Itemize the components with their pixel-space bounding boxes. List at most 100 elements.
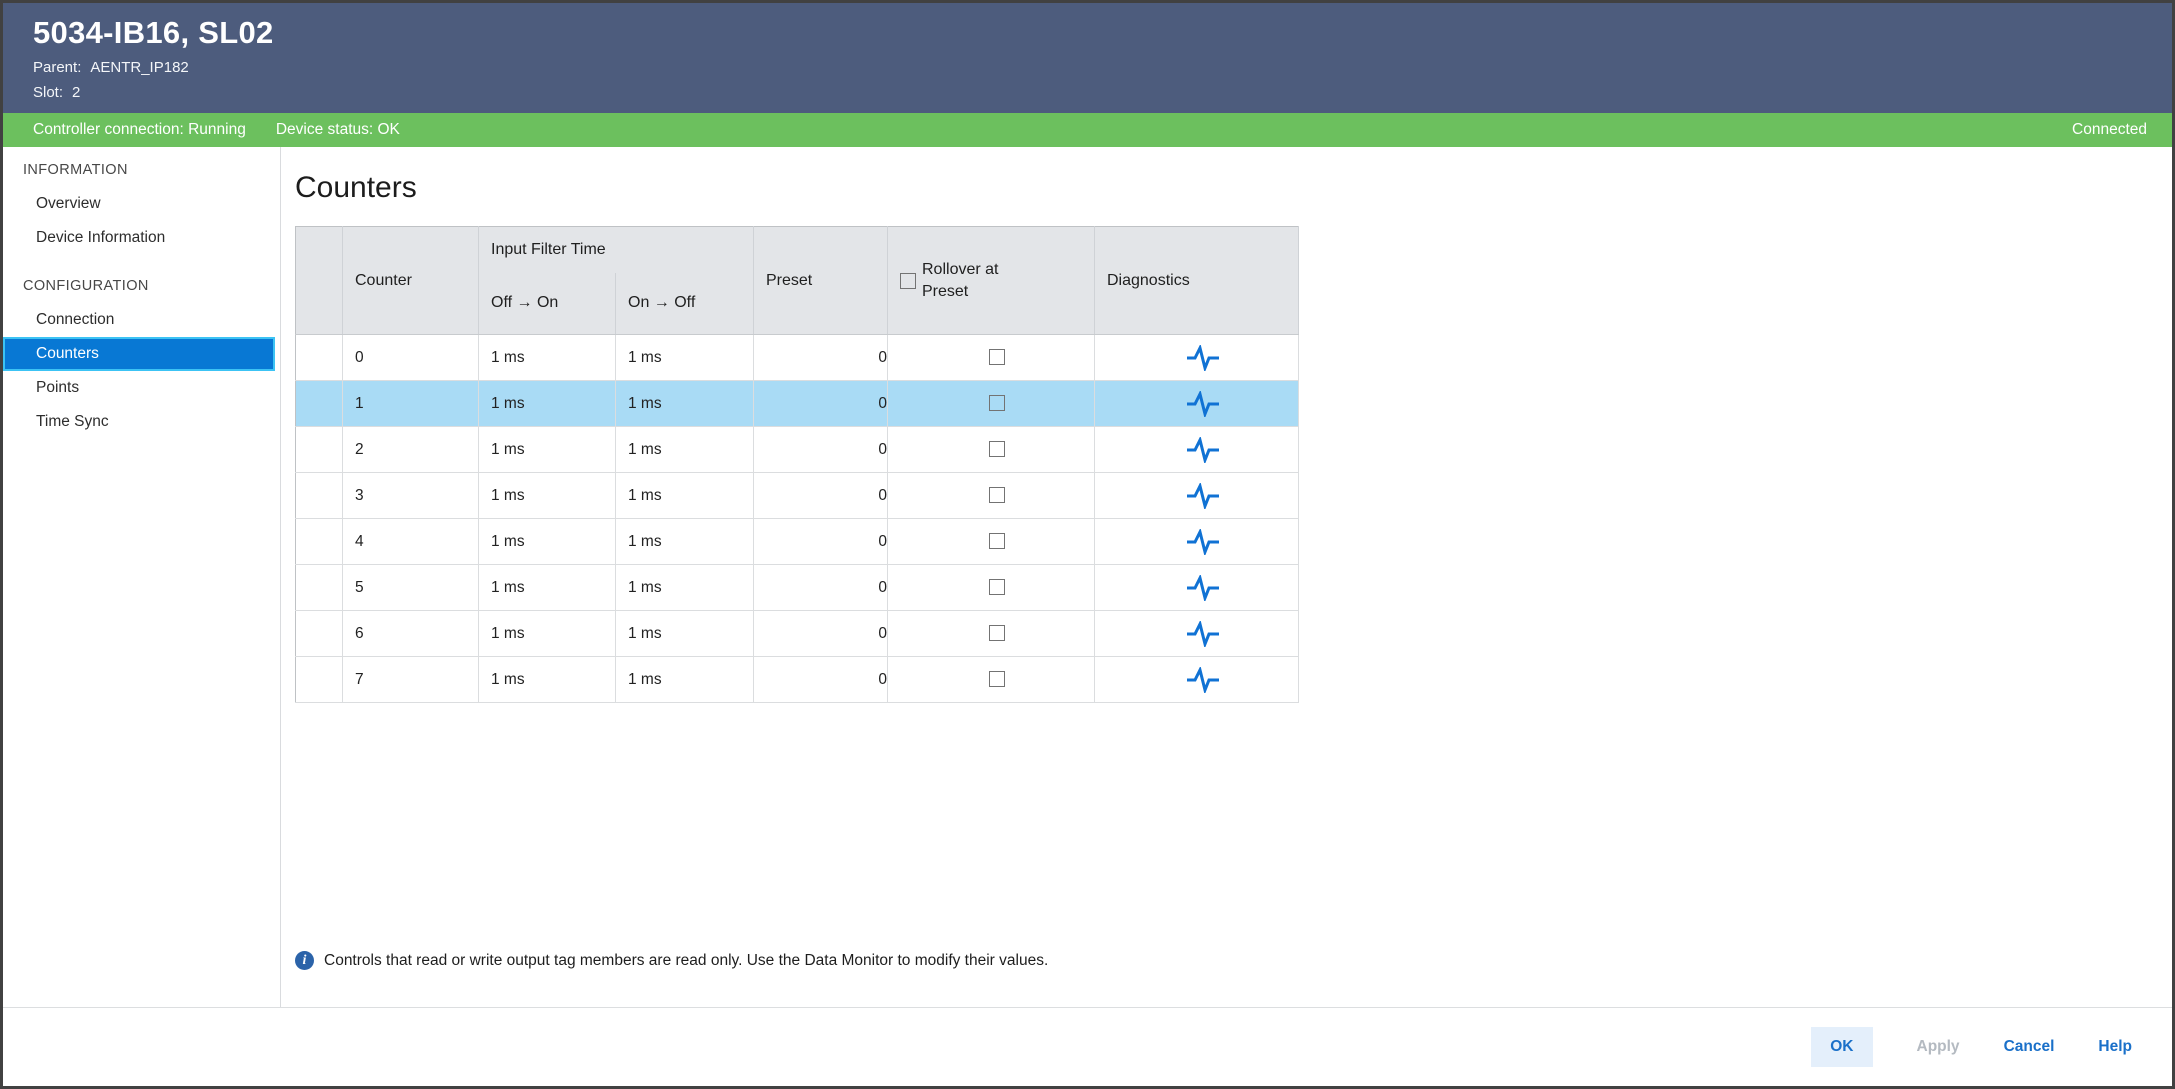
- row-selector[interactable]: [295, 334, 343, 381]
- parent-line: Parent: AENTR_IP182: [33, 59, 2142, 76]
- row-selector-header: [295, 226, 343, 335]
- table-row: 3 1 ms 1 ms 0: [295, 472, 1299, 519]
- off-on-cell[interactable]: 1 ms: [478, 472, 616, 519]
- diagnostics-cell[interactable]: [1094, 426, 1299, 473]
- counter-cell: 3: [342, 472, 479, 519]
- diagnostics-cell[interactable]: [1094, 334, 1299, 381]
- off-on-cell[interactable]: 1 ms: [478, 334, 616, 381]
- slot-label: Slot:: [33, 84, 64, 101]
- off-on-cell[interactable]: 1 ms: [478, 656, 616, 703]
- on-off-cell[interactable]: 1 ms: [615, 564, 754, 611]
- on-off-cell[interactable]: 1 ms: [615, 426, 754, 473]
- on-off-cell[interactable]: 1 ms: [615, 610, 754, 657]
- rollover-checkbox[interactable]: [989, 579, 1005, 596]
- connection-status-bar: Controller connection: Running Device st…: [3, 113, 2172, 147]
- sidebar-item-device-information[interactable]: Device Information: [36, 229, 166, 246]
- parent-value: AENTR_IP182: [90, 59, 189, 76]
- rollover-cell: [887, 426, 1095, 473]
- off-on-cell[interactable]: 1 ms: [478, 610, 616, 657]
- preset-cell[interactable]: 0: [753, 472, 888, 519]
- sidebar-item-overview[interactable]: Overview: [36, 195, 101, 212]
- off-on-cell[interactable]: 1 ms: [478, 518, 616, 565]
- diagnostics-cell[interactable]: [1094, 518, 1299, 565]
- diagnostics-icon: [1186, 389, 1219, 419]
- diagnostics-cell[interactable]: [1094, 380, 1299, 427]
- rollover-cell: [887, 564, 1095, 611]
- on-off-cell[interactable]: 1 ms: [615, 380, 754, 427]
- on-off-cell[interactable]: 1 ms: [615, 472, 754, 519]
- table-row: 6 1 ms 1 ms 0: [295, 610, 1299, 657]
- diagnostics-cell[interactable]: [1094, 472, 1299, 519]
- diagnostics-cell[interactable]: [1094, 564, 1299, 611]
- off-on-cell[interactable]: 1 ms: [478, 564, 616, 611]
- row-selector[interactable]: [295, 426, 343, 473]
- sidebar-item-connection[interactable]: Connection: [36, 311, 115, 328]
- preset-cell[interactable]: 0: [753, 334, 888, 381]
- off-on-cell[interactable]: 1 ms: [478, 426, 616, 473]
- rollover-select-all-checkbox[interactable]: [900, 272, 916, 289]
- diagnostics-icon: [1186, 481, 1219, 511]
- table-row: 1 1 ms 1 ms 0: [295, 380, 1299, 427]
- device-title: 5034-IB16, SL02: [33, 15, 274, 50]
- device-status: Device status: OK: [275, 121, 400, 138]
- rollover-column-header: Rollover at Preset: [887, 226, 1095, 335]
- on-off-cell[interactable]: 1 ms: [615, 656, 754, 703]
- table-row: 7 1 ms 1 ms 0: [295, 656, 1299, 703]
- preset-cell[interactable]: 0: [753, 380, 888, 427]
- sidebar-item-counters[interactable]: Counters: [3, 337, 275, 371]
- rollover-checkbox[interactable]: [989, 533, 1005, 550]
- preset-cell[interactable]: 0: [753, 564, 888, 611]
- help-button[interactable]: Help: [2098, 1038, 2132, 1055]
- counters-table: Counter Input Filter Time Preset Rollove…: [295, 226, 1299, 703]
- on-off-cell[interactable]: 1 ms: [615, 518, 754, 565]
- diagnostics-icon: [1186, 343, 1219, 373]
- rollover-cell: [887, 610, 1095, 657]
- rollover-checkbox[interactable]: [989, 625, 1005, 642]
- sidebar-item-points[interactable]: Points: [36, 379, 80, 396]
- row-selector[interactable]: [295, 380, 343, 427]
- rollover-checkbox[interactable]: [989, 671, 1005, 688]
- diagnostics-icon: [1186, 435, 1219, 465]
- rollover-checkbox[interactable]: [989, 487, 1005, 504]
- page-title: Counters: [295, 171, 417, 204]
- preset-cell[interactable]: 0: [753, 656, 888, 703]
- counter-cell: 2: [342, 426, 479, 473]
- rollover-checkbox[interactable]: [989, 441, 1005, 458]
- cancel-button[interactable]: Cancel: [2003, 1038, 2055, 1055]
- table-row: 5 1 ms 1 ms 0: [295, 564, 1299, 611]
- preset-cell[interactable]: 0: [753, 426, 888, 473]
- input-filter-time-group-header: Input Filter Time: [478, 226, 754, 273]
- preset-cell[interactable]: 0: [753, 518, 888, 565]
- sidebar-section-label: CONFIGURATION: [23, 278, 149, 294]
- diagnostics-cell[interactable]: [1094, 656, 1299, 703]
- sidebar-section-information: INFORMATION Overview Device Information: [3, 153, 280, 255]
- rollover-checkbox[interactable]: [989, 395, 1005, 412]
- off-on-cell[interactable]: 1 ms: [478, 380, 616, 427]
- row-selector[interactable]: [295, 564, 343, 611]
- read-only-note-text: Controls that read or write output tag m…: [324, 951, 1049, 969]
- sidebar-nav: INFORMATION Overview Device Information …: [3, 147, 281, 1007]
- counter-cell: 6: [342, 610, 479, 657]
- apply-button[interactable]: Apply: [1916, 1038, 1960, 1055]
- rollover-cell: [887, 380, 1095, 427]
- content-area: INFORMATION Overview Device Information …: [3, 147, 2172, 1007]
- table-row: 0 1 ms 1 ms 0: [295, 334, 1299, 381]
- rollover-cell: [887, 656, 1095, 703]
- rollover-cell: [887, 472, 1095, 519]
- slot-value: 2: [72, 84, 81, 101]
- row-selector[interactable]: [295, 472, 343, 519]
- counters-table-header: Counter Input Filter Time Preset Rollove…: [295, 226, 1299, 335]
- row-selector[interactable]: [295, 610, 343, 657]
- info-icon: i: [295, 951, 314, 970]
- on-off-column-header: On → Off: [615, 272, 754, 335]
- sidebar-item-time-sync[interactable]: Time Sync: [36, 413, 109, 430]
- row-selector[interactable]: [295, 518, 343, 565]
- ok-button[interactable]: OK: [1811, 1027, 1873, 1067]
- read-only-note: i Controls that read or write output tag…: [295, 951, 2172, 970]
- diagnostics-cell[interactable]: [1094, 610, 1299, 657]
- preset-cell[interactable]: 0: [753, 610, 888, 657]
- counter-cell: 1: [342, 380, 479, 427]
- on-off-cell[interactable]: 1 ms: [615, 334, 754, 381]
- rollover-checkbox[interactable]: [989, 349, 1005, 366]
- row-selector[interactable]: [295, 656, 343, 703]
